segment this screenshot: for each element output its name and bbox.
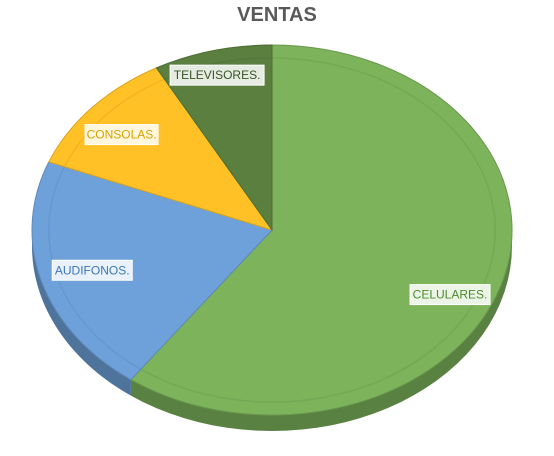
- data-label-text-1: AUDIFONOS.: [55, 263, 130, 277]
- data-label-0: CELULARES.: [409, 284, 491, 306]
- data-label-text-0: CELULARES.: [413, 288, 488, 302]
- data-label-2: CONSOLAS.: [84, 124, 159, 146]
- chart-title: VENTAS: [237, 4, 317, 26]
- data-label-3: TELEVISORES.: [169, 64, 265, 86]
- pie-slice-0[interactable]: [130, 44, 513, 416]
- pie-slice-bevel-0: [140, 57, 496, 403]
- data-label-box-2: [84, 124, 159, 146]
- data-label-text-3: TELEVISORES.: [174, 68, 261, 82]
- pie-slice-bevel-2: [63, 78, 165, 168]
- data-label-1: AUDIFONOS.: [51, 259, 133, 281]
- pie-slice-2[interactable]: [48, 67, 274, 231]
- data-label-box-0: [409, 284, 491, 306]
- data-label-text-2: CONSOLAS.: [87, 128, 157, 142]
- pie-slice-3[interactable]: [155, 44, 273, 232]
- data-label-box-1: [51, 259, 133, 281]
- pie-slice-1[interactable]: [31, 161, 273, 381]
- data-label-box-3: [169, 64, 265, 86]
